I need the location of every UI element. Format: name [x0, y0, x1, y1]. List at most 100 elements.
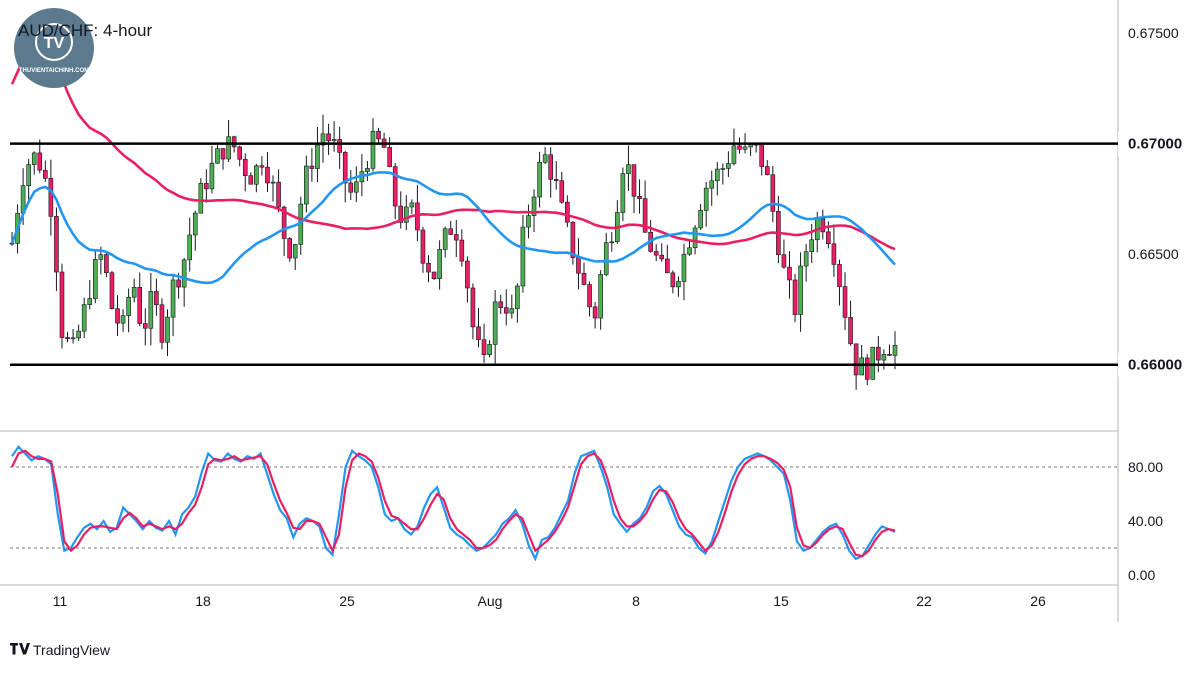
candle-body	[631, 164, 637, 197]
candle-body	[687, 247, 692, 255]
candle-body	[437, 249, 442, 279]
candle-body	[159, 304, 165, 343]
candle-body	[803, 251, 809, 267]
candle-body	[876, 346, 881, 361]
logo-monogram: TV	[44, 35, 65, 52]
moving-average-slow-line	[10, 41, 896, 251]
candle-body	[237, 146, 242, 160]
candle-body	[481, 339, 487, 355]
candle-body	[709, 180, 715, 189]
candle-body	[448, 228, 454, 235]
candle-body	[76, 330, 81, 339]
candle-body	[603, 242, 609, 275]
candle-body	[859, 357, 864, 376]
candle-body	[254, 165, 259, 185]
candle-body	[626, 164, 631, 174]
candle-body	[59, 271, 65, 338]
candle-body	[109, 272, 115, 309]
candle-body	[409, 202, 415, 208]
logo-ring	[35, 23, 73, 61]
candle-body	[354, 181, 359, 193]
candle-body	[426, 262, 431, 273]
candle-body	[259, 165, 265, 168]
candle-body	[881, 354, 887, 361]
candle-body	[470, 287, 476, 328]
candle-body	[498, 301, 504, 308]
candle-body	[659, 254, 665, 260]
candle-body	[892, 345, 898, 356]
candle-body	[770, 174, 776, 212]
candle-body	[98, 254, 104, 260]
candle-body	[737, 145, 742, 150]
tradingview-brand: TradingView	[10, 642, 111, 658]
candle-body	[337, 139, 342, 153]
candlestick-series	[9, 114, 898, 390]
candle-body	[781, 254, 787, 268]
candle-body	[681, 253, 687, 282]
candle-body	[531, 196, 537, 216]
candle-body	[70, 337, 76, 340]
time-tick-label: 22	[916, 593, 932, 609]
candle-body	[726, 163, 731, 169]
candle-body	[848, 317, 853, 345]
candle-body	[287, 238, 292, 259]
stochastic-d-line	[11, 449, 896, 558]
stochastic-k-line	[11, 445, 896, 562]
candle-body	[31, 152, 37, 165]
moving-average-lines	[10, 41, 896, 285]
candle-body	[331, 139, 337, 142]
candle-body	[315, 144, 320, 169]
candle-body	[43, 169, 48, 179]
time-tick-label: Aug	[478, 593, 503, 609]
candle-body	[748, 144, 753, 148]
candle-body	[192, 212, 198, 236]
candle-body	[842, 286, 848, 318]
candle-body	[176, 279, 181, 288]
candle-body	[509, 308, 515, 314]
price-tick-label: 0.67000	[1128, 136, 1182, 153]
candle-body	[304, 165, 309, 205]
candle-body	[520, 226, 526, 287]
candle-body	[270, 181, 276, 184]
candle-body	[670, 272, 676, 288]
candle-body	[665, 258, 670, 274]
price-axis-labels: 0.67500 0.67000 0.66500 0.66000	[1118, 25, 1184, 377]
candle-body	[126, 296, 131, 316]
candle-body	[453, 234, 459, 241]
candle-body	[587, 284, 592, 308]
candle-body	[759, 143, 765, 167]
candle-body	[792, 279, 798, 315]
candle-body	[365, 168, 370, 172]
candle-body	[104, 254, 109, 274]
candle-body	[326, 133, 331, 142]
candle-body	[170, 279, 176, 318]
candle-body	[537, 161, 542, 198]
candle-body	[642, 198, 648, 233]
candle-body	[798, 265, 803, 315]
candle-body	[465, 260, 470, 289]
candle-body	[487, 344, 492, 355]
candle-body	[370, 130, 376, 169]
candle-body	[209, 162, 215, 190]
candle-body	[809, 239, 814, 252]
time-tick-label: 26	[1030, 593, 1046, 609]
horizontal-levels	[10, 142, 1118, 366]
candle-body	[620, 173, 626, 213]
candle-body	[431, 271, 437, 279]
logo-circle	[14, 8, 94, 88]
candle-body	[887, 354, 892, 356]
candle-body	[837, 264, 842, 287]
candle-body	[137, 287, 143, 324]
candle-body	[553, 179, 559, 181]
price-tick-label: 0.66500	[1128, 246, 1179, 262]
candle-body	[54, 216, 59, 273]
candle-body	[348, 182, 354, 193]
candle-body	[231, 136, 237, 148]
candle-body	[542, 154, 548, 163]
tradingview-logo-icon	[10, 643, 30, 655]
candle-body	[403, 206, 409, 223]
price-tick-label: 0.66000	[1128, 357, 1182, 374]
candle-body	[181, 259, 187, 288]
stochastic-tick-label: 80.00	[1128, 459, 1163, 475]
